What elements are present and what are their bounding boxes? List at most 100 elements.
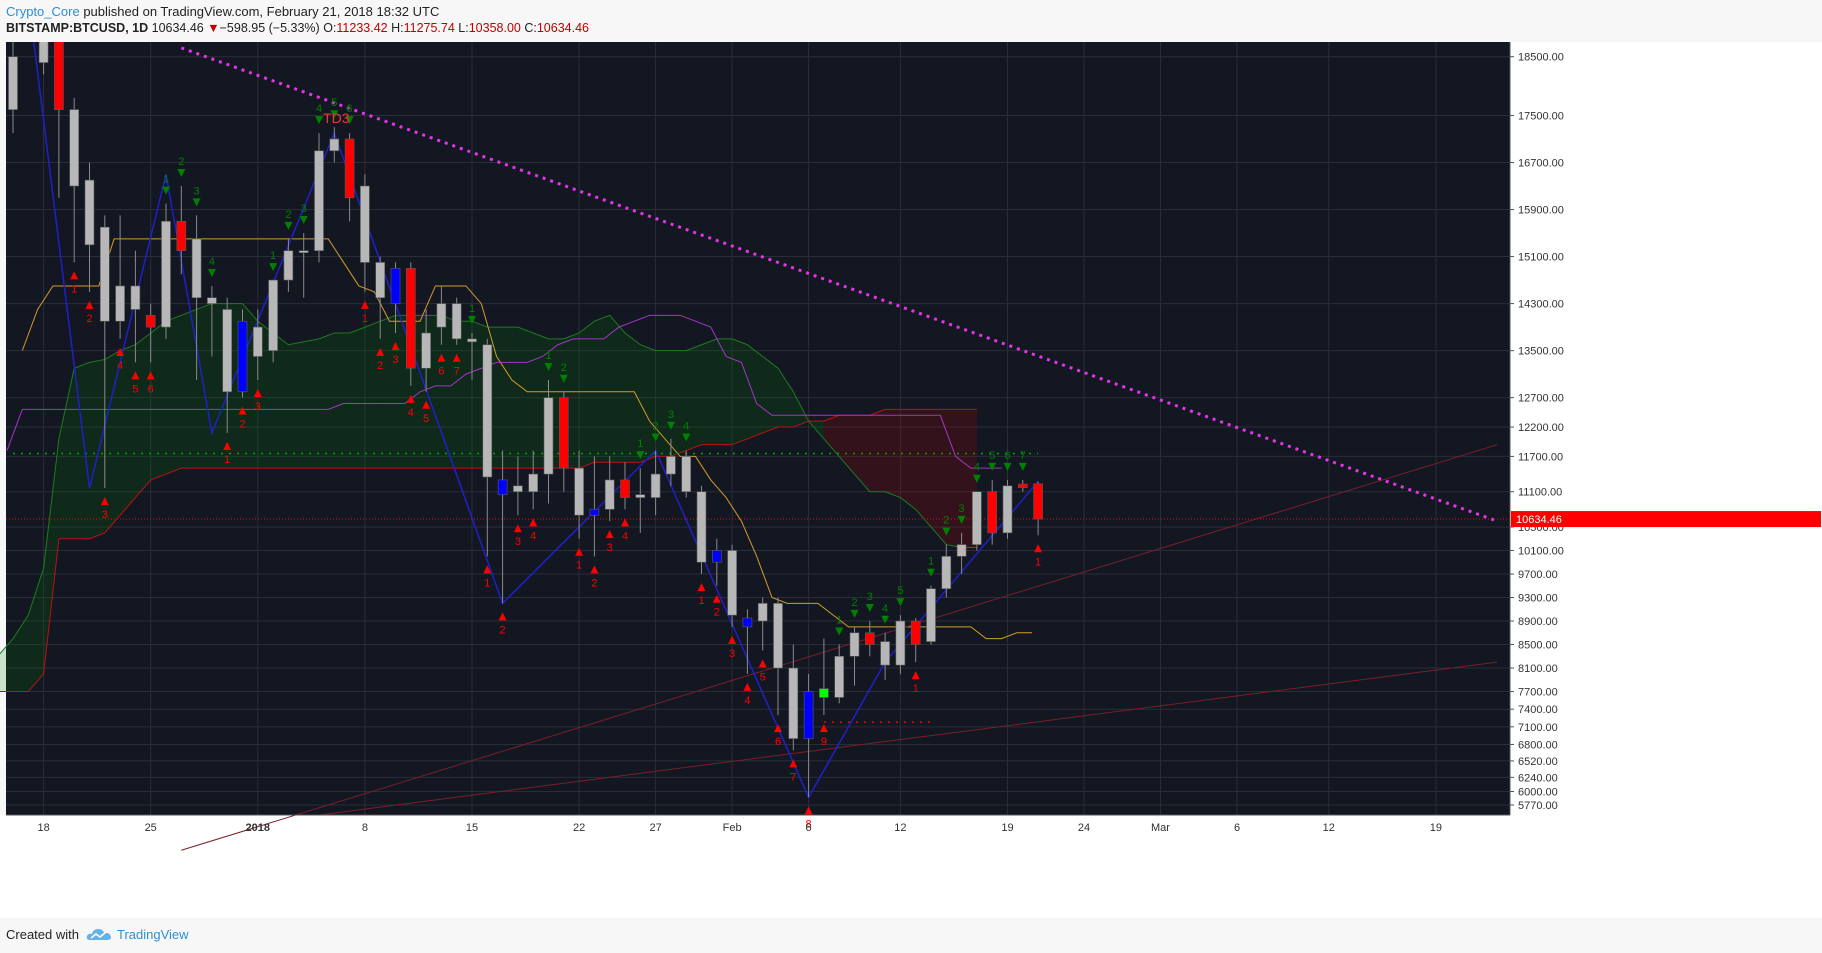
time-tick-label: 27 [649, 822, 661, 834]
price-tick-label: 17500.00 [1518, 110, 1564, 122]
candle-body[interactable] [268, 279, 278, 351]
candle-body[interactable] [298, 250, 309, 253]
candle-body[interactable] [528, 473, 539, 492]
candle-body[interactable] [100, 226, 110, 322]
time-tick-label: 6 [806, 822, 812, 834]
td-count-label: 1 [1035, 556, 1041, 568]
candle-body[interactable] [222, 309, 232, 393]
candle-body[interactable] [987, 491, 998, 534]
tradingview-cloud-icon[interactable] [86, 926, 112, 942]
candle-body[interactable] [757, 603, 768, 622]
candle-body[interactable] [773, 603, 783, 669]
candle-body[interactable] [1033, 483, 1043, 520]
candle-body[interactable] [589, 509, 600, 516]
candle-body[interactable] [237, 320, 248, 393]
candle-body[interactable] [727, 550, 737, 616]
candle-body[interactable] [742, 617, 753, 628]
candle-body[interactable] [711, 550, 722, 563]
td-buy-arrow-icon [697, 582, 706, 591]
price-tick-label: 5770.00 [1518, 800, 1558, 812]
candle [467, 332, 477, 381]
candle-body[interactable] [130, 285, 141, 310]
td-count-label: 1 [484, 577, 490, 589]
candle-body[interactable] [161, 220, 171, 328]
candle-body[interactable] [497, 479, 508, 495]
td-count-label: 6 [1004, 450, 1010, 462]
td-count-label: 2 [591, 577, 597, 589]
candle-body[interactable] [910, 620, 921, 645]
candle-body[interactable] [375, 262, 386, 299]
candle-body[interactable] [436, 303, 447, 328]
candle-body[interactable] [176, 220, 187, 251]
td-buy-arrow-icon [116, 347, 125, 356]
candle-body[interactable] [329, 138, 340, 152]
candle-body[interactable] [390, 268, 401, 304]
candle-body[interactable] [543, 397, 554, 475]
candle-body[interactable] [972, 491, 982, 545]
candle-body[interactable] [360, 185, 370, 263]
td-count-label: 4 [117, 360, 123, 372]
author-link[interactable]: Crypto_Core [6, 4, 80, 19]
candle-body[interactable] [880, 641, 890, 666]
td-count-label: 1 [224, 454, 230, 466]
candle-body[interactable] [558, 397, 569, 469]
candle-body[interactable] [819, 688, 829, 698]
candle-body[interactable] [574, 467, 584, 516]
candle-body[interactable] [1002, 485, 1013, 534]
td-sell-arrow-icon [682, 433, 691, 442]
footer: Created with TradingView [0, 918, 1822, 953]
candle [130, 250, 141, 363]
candle-body[interactable] [38, 42, 49, 63]
candle-body[interactable] [696, 491, 707, 563]
candle-body[interactable] [84, 179, 95, 246]
kijun-line [6, 314, 1002, 469]
candle-body[interactable] [54, 42, 64, 110]
td-buy-arrow-icon [911, 671, 920, 680]
candle-body[interactable] [451, 303, 462, 340]
candle-body[interactable] [941, 556, 952, 589]
candle-body[interactable] [1017, 483, 1028, 488]
candle-body[interactable] [467, 338, 477, 343]
td-sell-arrow-icon [269, 263, 278, 272]
candle-body[interactable] [115, 285, 125, 322]
candle-body[interactable] [620, 479, 630, 498]
candle-body[interactable] [604, 479, 615, 510]
candle-body[interactable] [849, 632, 860, 657]
candle-body[interactable] [803, 691, 814, 739]
senkou-span-a [0, 303, 977, 655]
candle-body[interactable] [482, 344, 493, 478]
candle-body[interactable] [788, 667, 799, 739]
candle-body[interactable] [956, 544, 967, 557]
candle-body[interactable] [253, 326, 263, 357]
high-value: 11275.74 [403, 21, 455, 35]
candle [650, 450, 661, 516]
candle-body[interactable] [405, 268, 416, 369]
time-tick-label: 2018 [246, 822, 270, 834]
tradingview-link[interactable]: TradingView [117, 927, 189, 942]
candle-body[interactable] [635, 494, 646, 498]
candle-body[interactable] [69, 109, 79, 187]
candle-body[interactable] [344, 138, 355, 199]
cloud-segment [716, 338, 733, 445]
candle-body[interactable] [895, 620, 906, 666]
time-tick-label: 12 [894, 822, 906, 834]
candle-body[interactable] [681, 456, 692, 492]
candle-body[interactable] [8, 56, 18, 110]
td-sell-arrow-icon [850, 609, 859, 618]
candle-body[interactable] [145, 315, 156, 328]
candle-body[interactable] [191, 238, 202, 299]
candle-body[interactable] [421, 332, 431, 369]
td-count-label: 5 [897, 585, 903, 597]
candle-body[interactable] [834, 655, 845, 698]
candle-body[interactable] [926, 588, 936, 642]
candle [635, 468, 646, 533]
candle-body[interactable] [283, 250, 294, 281]
td-count-label: 4 [530, 530, 536, 542]
candle-body[interactable] [650, 473, 661, 498]
candle-body[interactable] [314, 150, 324, 251]
candle-body[interactable] [864, 632, 875, 645]
candle-body[interactable] [666, 456, 676, 475]
candle-body[interactable] [207, 297, 217, 304]
candle-body[interactable] [513, 485, 523, 492]
